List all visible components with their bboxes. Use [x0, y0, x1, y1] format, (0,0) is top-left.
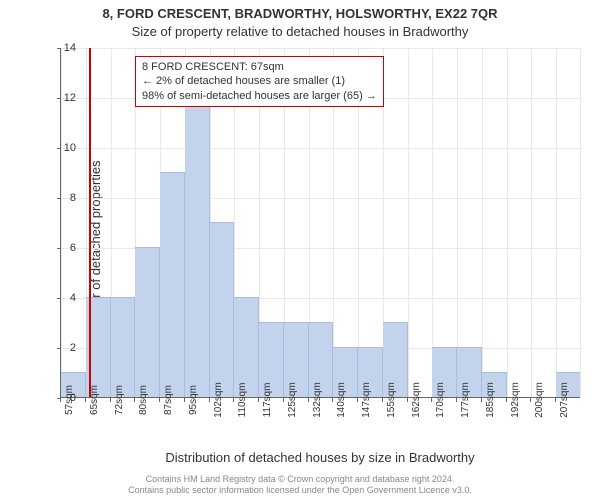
x-tick-label: 125sqm	[283, 382, 298, 418]
x-tick-label: 147sqm	[357, 382, 372, 418]
x-tick-mark	[481, 398, 482, 402]
property-marker-line	[89, 48, 91, 397]
x-tick-mark	[209, 398, 210, 402]
x-tick-mark	[530, 398, 531, 402]
y-tick-label: 10	[46, 142, 76, 154]
gridline-v	[531, 48, 532, 397]
annotation-line2: ← 2% of detached houses are smaller (1)	[142, 74, 377, 88]
histogram-bar	[185, 97, 210, 397]
x-tick-label: 170sqm	[431, 382, 446, 418]
histogram-bar	[135, 247, 160, 397]
histogram-bar	[210, 222, 235, 397]
gridline-v	[580, 48, 581, 397]
gridline-v	[408, 48, 409, 397]
x-tick-mark	[110, 398, 111, 402]
x-tick-mark	[506, 398, 507, 402]
x-tick-label: 207sqm	[555, 382, 570, 418]
x-tick-label: 87sqm	[159, 385, 174, 415]
y-tick-mark	[57, 148, 61, 149]
x-tick-label: 140sqm	[332, 382, 347, 418]
x-tick-mark	[357, 398, 358, 402]
histogram-bar	[111, 297, 136, 397]
y-tick-label: 4	[46, 292, 76, 304]
x-tick-label: 110sqm	[233, 383, 248, 418]
chart-subtitle: Size of property relative to detached ho…	[0, 24, 600, 39]
y-tick-label: 12	[46, 92, 76, 104]
y-tick-label: 14	[46, 42, 76, 54]
x-tick-label: 117sqm	[258, 383, 273, 418]
x-tick-label: 95sqm	[184, 385, 199, 415]
y-tick-mark	[57, 298, 61, 299]
y-tick-mark	[57, 98, 61, 99]
x-tick-label: 72sqm	[110, 385, 125, 415]
x-tick-label: 155sqm	[382, 382, 397, 418]
gridline-v	[556, 48, 557, 397]
x-tick-label: 185sqm	[481, 382, 496, 418]
x-tick-label: 177sqm	[456, 382, 471, 418]
x-tick-mark	[332, 398, 333, 402]
y-tick-mark	[57, 198, 61, 199]
y-tick-label: 8	[46, 192, 76, 204]
x-axis-label: Distribution of detached houses by size …	[60, 450, 580, 465]
x-tick-mark	[85, 398, 86, 402]
chart-container: 8, FORD CRESCENT, BRADWORTHY, HOLSWORTHY…	[0, 0, 600, 500]
footer-attribution: Contains HM Land Registry data © Crown c…	[0, 474, 600, 496]
y-tick-mark	[57, 248, 61, 249]
x-tick-label: 80sqm	[134, 385, 149, 415]
x-tick-mark	[258, 398, 259, 402]
chart-title: 8, FORD CRESCENT, BRADWORTHY, HOLSWORTHY…	[0, 6, 600, 21]
x-tick-mark	[134, 398, 135, 402]
annotation-line3: 98% of semi-detached houses are larger (…	[142, 89, 377, 103]
x-tick-mark	[60, 398, 61, 402]
gridline-v	[432, 48, 433, 397]
histogram-bar	[160, 172, 185, 397]
footer-line2: Contains public sector information licen…	[0, 485, 600, 496]
gridline-h	[61, 198, 580, 199]
x-tick-label: 57sqm	[60, 385, 75, 415]
x-tick-label: 192sqm	[506, 382, 521, 418]
gridline-h	[61, 148, 580, 149]
x-tick-label: 162sqm	[407, 382, 422, 418]
gridline-v	[457, 48, 458, 397]
x-tick-label: 200sqm	[530, 382, 545, 418]
x-tick-mark	[456, 398, 457, 402]
x-tick-mark	[382, 398, 383, 402]
x-tick-label: 132sqm	[308, 382, 323, 418]
x-tick-mark	[184, 398, 185, 402]
x-tick-mark	[555, 398, 556, 402]
x-tick-label: 65sqm	[85, 385, 100, 415]
y-tick-label: 6	[46, 242, 76, 254]
y-tick-mark	[57, 48, 61, 49]
x-tick-mark	[283, 398, 284, 402]
annotation-line1: 8 FORD CRESCENT: 67sqm	[142, 60, 377, 74]
y-tick-label: 2	[46, 342, 76, 354]
gridline-h	[61, 48, 580, 49]
x-tick-mark	[233, 398, 234, 402]
annotation-box: 8 FORD CRESCENT: 67sqm ← 2% of detached …	[135, 56, 384, 107]
footer-line1: Contains HM Land Registry data © Crown c…	[0, 474, 600, 485]
x-tick-mark	[159, 398, 160, 402]
y-tick-mark	[57, 348, 61, 349]
x-tick-mark	[407, 398, 408, 402]
x-tick-label: 102sqm	[209, 382, 224, 418]
x-tick-mark	[431, 398, 432, 402]
gridline-v	[507, 48, 508, 397]
gridline-v	[482, 48, 483, 397]
x-tick-mark	[308, 398, 309, 402]
